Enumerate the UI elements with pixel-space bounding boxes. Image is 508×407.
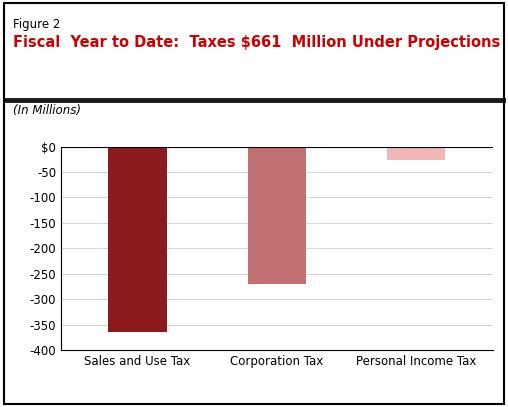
- Bar: [387, 147, 446, 160]
- Text: Figure 2: Figure 2: [13, 18, 60, 31]
- Text: Fiscal  Year to Date:  Taxes $661  Million Under Projections: Fiscal Year to Date: Taxes $661 Million …: [13, 35, 500, 50]
- Bar: [108, 147, 167, 332]
- Bar: [247, 147, 306, 284]
- Text: (In Millions): (In Millions): [13, 104, 81, 117]
